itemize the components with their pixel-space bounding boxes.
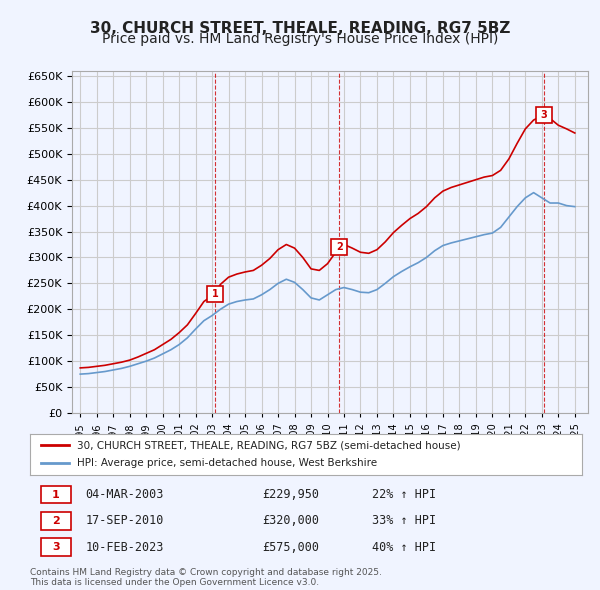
- Text: HPI: Average price, semi-detached house, West Berkshire: HPI: Average price, semi-detached house,…: [77, 458, 377, 468]
- Text: 33% ↑ HPI: 33% ↑ HPI: [372, 514, 436, 527]
- Text: 40% ↑ HPI: 40% ↑ HPI: [372, 540, 436, 553]
- Text: 3: 3: [52, 542, 60, 552]
- Text: 1: 1: [212, 289, 218, 299]
- Text: 2: 2: [336, 242, 343, 252]
- Text: Price paid vs. HM Land Registry's House Price Index (HPI): Price paid vs. HM Land Registry's House …: [102, 32, 498, 47]
- Text: 04-MAR-2003: 04-MAR-2003: [85, 488, 164, 501]
- Text: 1: 1: [52, 490, 60, 500]
- Text: £320,000: £320,000: [262, 514, 319, 527]
- Text: 10-FEB-2023: 10-FEB-2023: [85, 540, 164, 553]
- Text: 30, CHURCH STREET, THEALE, READING, RG7 5BZ: 30, CHURCH STREET, THEALE, READING, RG7 …: [90, 21, 510, 35]
- Text: 22% ↑ HPI: 22% ↑ HPI: [372, 488, 436, 501]
- FancyBboxPatch shape: [41, 486, 71, 503]
- Text: 2: 2: [52, 516, 60, 526]
- Text: £575,000: £575,000: [262, 540, 319, 553]
- Text: 30, CHURCH STREET, THEALE, READING, RG7 5BZ (semi-detached house): 30, CHURCH STREET, THEALE, READING, RG7 …: [77, 440, 461, 450]
- Text: Contains HM Land Registry data © Crown copyright and database right 2025.
This d: Contains HM Land Registry data © Crown c…: [30, 568, 382, 587]
- Text: £229,950: £229,950: [262, 488, 319, 501]
- Text: 3: 3: [541, 110, 547, 120]
- Text: 17-SEP-2010: 17-SEP-2010: [85, 514, 164, 527]
- FancyBboxPatch shape: [41, 512, 71, 530]
- FancyBboxPatch shape: [41, 539, 71, 556]
